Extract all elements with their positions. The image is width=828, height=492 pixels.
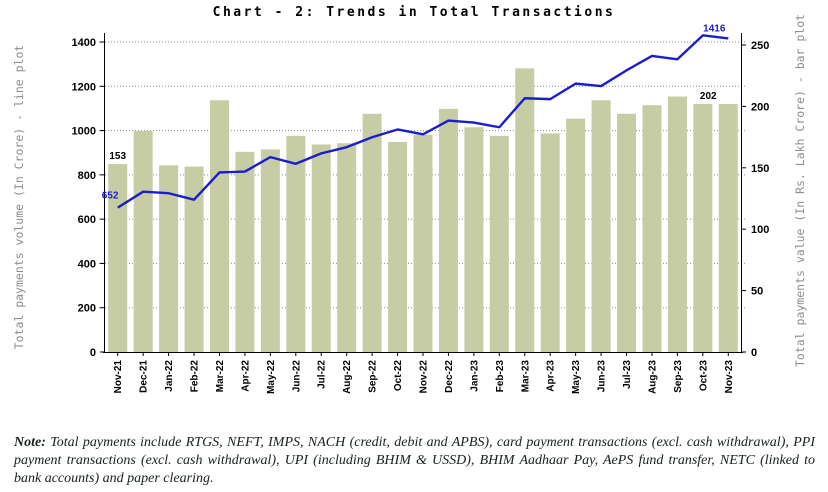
right-tick-label: 100 bbox=[751, 224, 769, 236]
x-tick-label-Nov-22: Nov-22 bbox=[419, 360, 430, 394]
x-tick-label-Jul-23: Jul-23 bbox=[622, 360, 633, 389]
x-tick-label-Sep-22: Sep-22 bbox=[368, 360, 379, 393]
bar-Jul-23 bbox=[617, 113, 637, 352]
bar-Dec-21 bbox=[133, 130, 153, 352]
x-tick-label-Jan-23: Jan-23 bbox=[469, 360, 480, 392]
right-tick-label: 250 bbox=[751, 40, 769, 52]
x-tick-label-Feb-23: Feb-23 bbox=[495, 360, 506, 393]
bar-Aug-22 bbox=[337, 143, 357, 352]
left-tick-label: 600 bbox=[78, 214, 96, 226]
annotation-153: 153 bbox=[109, 151, 126, 162]
bar-Nov-23 bbox=[718, 103, 738, 352]
x-tick-label-Oct-22: Oct-22 bbox=[393, 360, 404, 392]
bar-Nov-22 bbox=[413, 134, 433, 352]
right-tick-label: 150 bbox=[751, 163, 769, 175]
x-tick-label-Dec-21: Dec-21 bbox=[139, 360, 150, 393]
x-tick-label-Jun-23: Jun-23 bbox=[597, 360, 608, 393]
left-tick-label: 1200 bbox=[72, 81, 96, 93]
x-tick-label-May-23: May-23 bbox=[571, 360, 582, 394]
x-tick-label-Aug-22: Aug-22 bbox=[342, 360, 353, 394]
left-tick-label: 1400 bbox=[72, 37, 96, 49]
volume-line bbox=[117, 34, 729, 209]
bar-Apr-22 bbox=[235, 151, 255, 352]
bar-Mar-23 bbox=[515, 68, 535, 352]
annotation-652: 652 bbox=[102, 191, 119, 202]
bar-Jun-23 bbox=[591, 100, 611, 352]
x-tick-label-Aug-23: Aug-23 bbox=[647, 360, 658, 394]
left-tick-label: 800 bbox=[78, 170, 96, 182]
transactions-chart: 0 200 400 600 800 1000 1200 1400 0 50 100 150 200 250… bbox=[72, 23, 770, 394]
left-tick-label: 1000 bbox=[72, 126, 96, 138]
right-tick-label: 0 bbox=[751, 347, 757, 359]
bar-May-22 bbox=[260, 149, 280, 352]
bar-Feb-22 bbox=[184, 166, 204, 352]
x-tick-label-May-22: May-22 bbox=[266, 360, 277, 394]
x-tick-label-Sep-23: Sep-23 bbox=[673, 360, 684, 393]
bar-Dec-22 bbox=[438, 108, 458, 352]
bar-Oct-23 bbox=[693, 103, 713, 352]
left-tick-label: 400 bbox=[78, 258, 96, 270]
bar-Nov-21 bbox=[108, 164, 128, 352]
annotation-202: 202 bbox=[700, 91, 717, 102]
right-tick-label: 50 bbox=[751, 286, 763, 298]
bar-Oct-22 bbox=[388, 142, 408, 352]
bar-Apr-23 bbox=[540, 133, 560, 352]
x-tick-label-Oct-23: Oct-23 bbox=[698, 360, 709, 392]
annotation-1416: 1416 bbox=[703, 23, 726, 34]
x-tick-label-Mar-22: Mar-22 bbox=[215, 360, 226, 393]
x-tick-label-Nov-23: Nov-23 bbox=[724, 360, 735, 394]
x-tick-label-Jun-22: Jun-22 bbox=[291, 360, 302, 393]
left-tick-label: 200 bbox=[78, 303, 96, 315]
bar-Sep-22 bbox=[362, 113, 382, 352]
x-tick-label-Jul-22: Jul-22 bbox=[317, 360, 328, 389]
chart-note: Note: Total payments include RTGS, NEFT,… bbox=[14, 434, 815, 488]
bar-Jun-22 bbox=[286, 135, 306, 352]
left-tick-label: 0 bbox=[90, 347, 96, 359]
bar-Jan-23 bbox=[464, 127, 484, 352]
note-label: Note: bbox=[14, 435, 46, 450]
chart-title: Chart - 2: Trends in Total Transactions bbox=[212, 5, 616, 20]
x-tick-label-Dec-22: Dec-22 bbox=[444, 360, 455, 393]
x-tick-label-Mar-23: Mar-23 bbox=[520, 360, 531, 393]
bar-Jul-22 bbox=[311, 144, 331, 352]
x-tick-label-Feb-22: Feb-22 bbox=[190, 360, 201, 393]
bar-May-23 bbox=[566, 118, 586, 353]
bar-Feb-23 bbox=[489, 135, 509, 352]
right-tick-label: 200 bbox=[751, 101, 769, 113]
bar-Mar-22 bbox=[209, 100, 229, 352]
bar-Sep-23 bbox=[667, 96, 687, 353]
x-tick-label-Apr-23: Apr-23 bbox=[546, 360, 557, 392]
x-tick-label-Jan-22: Jan-22 bbox=[164, 360, 175, 392]
x-tick-label-Nov-21: Nov-21 bbox=[113, 360, 124, 394]
bar-Jan-22 bbox=[159, 165, 179, 352]
note-text: Total payments include RTGS, NEFT, IMPS,… bbox=[14, 435, 815, 486]
bar-Aug-23 bbox=[642, 105, 662, 352]
x-tick-label-Apr-22: Apr-22 bbox=[240, 360, 251, 392]
